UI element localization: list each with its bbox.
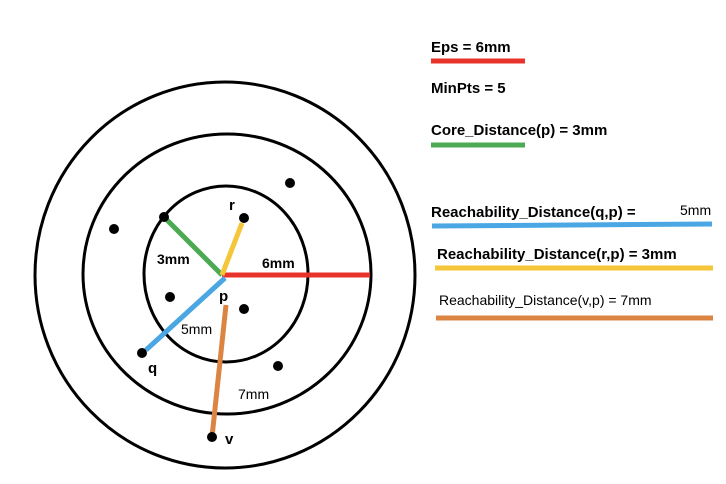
reach-v-line [209,304,229,438]
legend-reach-r: Reachability_Distance(r,p) = 3mm [437,246,677,263]
legend-reach-q: Reachability_Distance(q,p) = [431,204,636,221]
label-v-distance: 7mm [238,386,269,402]
point-r [239,213,249,223]
outer-circle [33,80,417,470]
point-q [137,348,147,358]
point-inner-right [239,304,249,314]
point-v [207,432,217,442]
reach-r-line [219,222,245,276]
legend-reach-q-swatch [431,221,713,229]
point-inner-left [165,292,175,302]
legend-reach-v: Reachability_Distance(v,p) = 7mm [439,292,652,308]
point-lower-right [273,361,283,371]
label-r: r [229,197,235,214]
middle-circle [81,132,373,416]
point-upper-right [285,178,295,188]
label-core-distance: 3mm [157,251,190,267]
point-core-neighbor [159,212,169,222]
reach-q-line [144,276,227,352]
legend-eps: Eps = 6mm [431,39,511,56]
label-q: q [148,360,157,377]
legend-minpts: MinPts = 5 [431,80,506,97]
label-q-distance: 5mm [181,321,212,337]
legend-core-distance: Core_Distance(p) = 3mm [431,122,607,139]
point-left [109,224,119,234]
label-v: v [225,431,234,448]
core-distance-line [162,215,224,277]
legend-reach-q-value: 5mm [680,202,711,218]
label-eps-distance: 6mm [262,255,295,271]
label-p: p [219,288,228,305]
